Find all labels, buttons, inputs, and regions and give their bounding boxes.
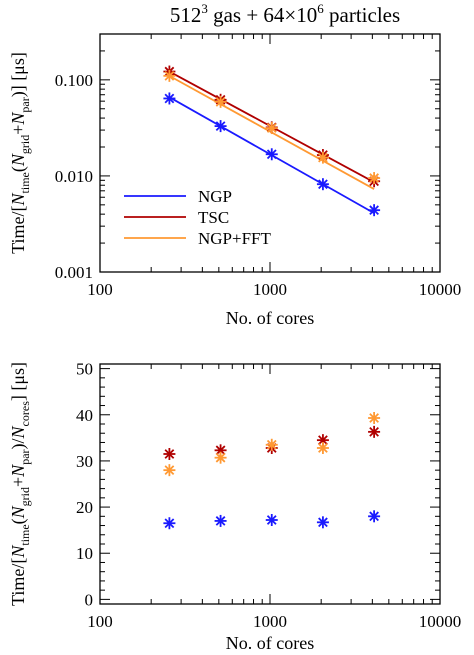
y-axis-label-part: N — [8, 425, 28, 439]
y-tick-label: 20 — [76, 498, 93, 517]
data-point-ngp — [316, 178, 329, 191]
y-axis-label-part: N — [8, 153, 28, 167]
y-tick-label: 0.001 — [55, 263, 93, 282]
y-axis-label-part: grid — [18, 135, 32, 154]
y-tick-label: 0.010 — [55, 167, 93, 186]
marker-stroke — [215, 96, 226, 107]
x-axis-label: No. of cores — [226, 308, 314, 328]
marker-stroke — [369, 205, 379, 216]
data-point-ngp — [163, 517, 176, 530]
marker-stroke — [215, 516, 226, 526]
data-point-ngp — [368, 204, 381, 217]
marker-stroke — [318, 152, 328, 163]
legend: NGP TSC NGP+FFT — [124, 187, 272, 248]
marker-stroke — [369, 413, 379, 423]
marker-stroke — [266, 149, 277, 160]
data-point-ngp-fft — [265, 438, 278, 451]
marker-stroke — [369, 426, 379, 437]
data-point-ngp — [214, 120, 227, 133]
y-tick-label: 30 — [76, 452, 93, 471]
y-axis-label-part: + — [8, 125, 28, 135]
y-axis-label-part: N — [8, 545, 28, 559]
data-point-tsc — [214, 444, 227, 457]
y-axis-label-part: ( — [8, 166, 29, 172]
y-axis-label-part: grid — [18, 487, 32, 506]
data-point-ngp-fft — [214, 451, 227, 464]
y-axis-label-part: )/ — [8, 438, 29, 449]
x-tick-label: 1000 — [253, 612, 287, 631]
y-axis-label-part: time — [18, 524, 32, 545]
data-point-ngp — [368, 510, 381, 523]
legend-label: NGP+FFT — [198, 229, 272, 248]
data-point-ngp — [163, 92, 176, 105]
y-tick-label: 50 — [76, 360, 93, 379]
y-tick-label: 0.100 — [55, 71, 93, 90]
y-axis-label-part: )] [μs] — [8, 52, 29, 97]
plot-frame — [99, 363, 441, 605]
y-axis-label-part: ( — [8, 518, 29, 524]
y-axis-label-part: par — [18, 449, 32, 464]
legend-label: NGP — [198, 187, 232, 206]
marker-stroke — [369, 511, 379, 522]
y-tick-label: 40 — [76, 406, 93, 425]
marker-stroke — [215, 445, 226, 456]
legend-label: TSC — [198, 208, 229, 227]
data-point-ngp — [265, 514, 278, 526]
x-tick-label: 100 — [87, 612, 113, 631]
y-axis-label-part: N — [8, 112, 28, 126]
y-axis-label-part: N — [8, 464, 28, 478]
marker-stroke — [266, 439, 277, 450]
marker-stroke — [215, 452, 226, 463]
data-point-ngp-fft — [265, 122, 278, 135]
marker-stroke — [318, 517, 328, 528]
marker-stroke — [215, 121, 226, 131]
data-point-tsc — [368, 425, 381, 438]
data-point-ngp-fft — [163, 464, 176, 477]
x-tick-label: 10000 — [419, 280, 462, 299]
y-tick-label: 0 — [85, 590, 94, 609]
data-point-ngp-fft — [316, 151, 329, 164]
marker-stroke — [369, 173, 379, 183]
y-axis-label: Time/[Ntime(Ngrid+Npar)/Ncores] [μs] — [8, 362, 32, 606]
marker-stroke — [266, 515, 277, 525]
marker-stroke — [164, 93, 175, 104]
x-tick-label: 1000 — [253, 280, 287, 299]
y-axis-label: Time/[Ntime(Ngrid+Npar)] [μs] — [8, 52, 32, 254]
bottom-panel-linear-chart: 100 1000 10000 0 10 20 30 40 50 No. of cores Time/… — [8, 360, 461, 653]
data-point-tsc — [163, 448, 176, 460]
y-tick-label: 10 — [76, 544, 93, 563]
data-point-ngp — [316, 516, 329, 529]
marker-stroke — [164, 449, 175, 459]
marker-stroke — [164, 518, 175, 529]
y-axis-label-part: N — [8, 192, 28, 206]
top-panel-log-log-chart: 100 1000 10000 0.001 0.010 0.100 No. of cores T… — [8, 33, 462, 328]
y-axis-label-part: N — [8, 505, 28, 519]
data-point-ngp-fft — [214, 95, 227, 108]
data-point-ngp — [214, 514, 227, 527]
data-point-ngp-fft — [368, 172, 381, 185]
y-axis-label-part: + — [8, 477, 28, 487]
data-point-ngp — [265, 148, 278, 161]
marker-stroke — [266, 123, 277, 133]
y-axis-label-part: Time/[ — [8, 205, 28, 253]
data-point-ngp-fft — [163, 69, 176, 82]
data-point-ngp-fft — [368, 412, 381, 424]
marker-stroke — [318, 179, 328, 190]
x-tick-label: 100 — [87, 280, 113, 299]
y-axis-label-part: cores — [18, 401, 32, 427]
y-axis-label-part: ] [μs] — [8, 362, 28, 401]
y-axis-label-part: Time/[ — [8, 558, 28, 606]
y-axis-label-part: time — [18, 172, 32, 193]
figure-title: 5123 gas + 64×106 particles — [170, 1, 400, 27]
x-axis-label: No. of cores — [226, 633, 314, 653]
marker-stroke — [164, 70, 175, 81]
data-point-ngp-fft — [316, 442, 329, 454]
marker-stroke — [164, 465, 175, 476]
y-axis-label-part: par — [18, 97, 32, 112]
marker-stroke — [318, 435, 328, 446]
marker-stroke — [318, 443, 328, 453]
x-tick-label: 10000 — [419, 612, 462, 631]
